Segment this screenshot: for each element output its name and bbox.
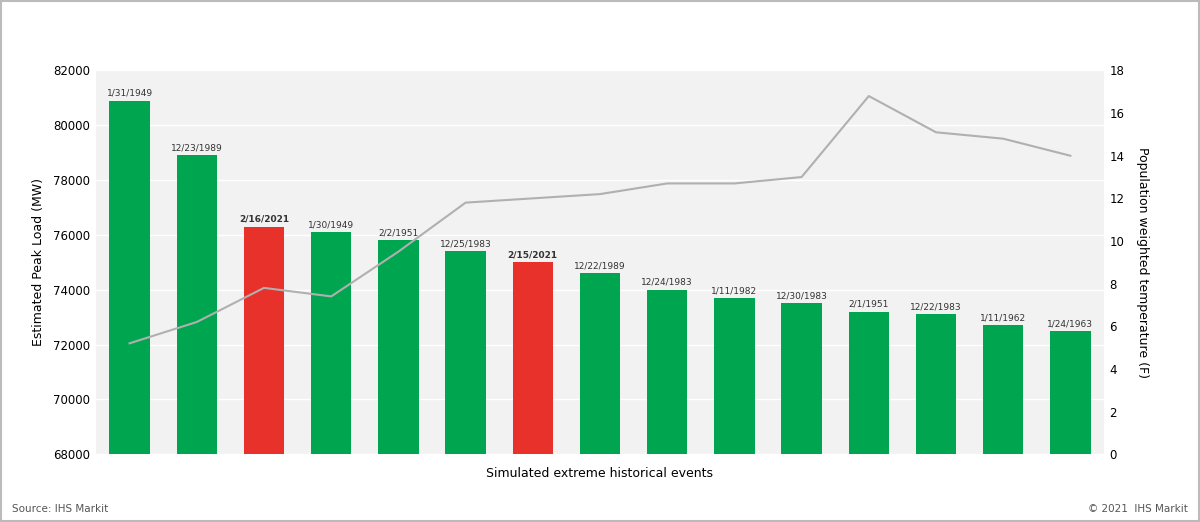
Text: 1/11/1982: 1/11/1982 [712,286,757,295]
Text: 1/30/1949: 1/30/1949 [308,220,354,230]
Bar [983,325,1024,522]
Text: © 2021  IHS Markit: © 2021 IHS Markit [1088,504,1188,514]
Text: 12/22/1983: 12/22/1983 [910,303,962,312]
Bar [378,241,419,522]
Y-axis label: Population weighted temperature (F): Population weighted temperature (F) [1135,147,1148,378]
Text: 2/16/2021: 2/16/2021 [239,215,289,224]
Text: 2/15/2021: 2/15/2021 [508,251,558,259]
Text: Top 15 highest peak demand in winter using historical  temperature: Top 15 highest peak demand in winter usi… [14,31,632,46]
Bar [580,274,620,522]
Bar [311,232,352,522]
Bar [109,101,150,522]
Bar [848,312,889,522]
Bar [714,298,755,522]
X-axis label: Simulated extreme historical events: Simulated extreme historical events [486,467,714,480]
Bar [512,263,553,522]
Bar [176,156,217,522]
Text: 1/31/1949: 1/31/1949 [107,89,152,98]
Bar [244,227,284,522]
Text: 12/24/1983: 12/24/1983 [641,278,694,287]
Bar [916,314,956,522]
Text: 2/2/1951: 2/2/1951 [378,229,419,238]
Text: 12/22/1989: 12/22/1989 [574,262,626,270]
Bar [1050,331,1091,522]
Text: 1/24/1963: 1/24/1963 [1048,319,1093,328]
Text: 12/25/1983: 12/25/1983 [439,240,492,248]
Bar [647,290,688,522]
Bar [445,252,486,522]
Text: Source: IHS Markit: Source: IHS Markit [12,504,108,514]
Y-axis label: Estimated Peak Load (MW): Estimated Peak Load (MW) [32,179,44,346]
Text: 12/30/1983: 12/30/1983 [775,292,828,301]
Bar [781,303,822,522]
Text: 2/1/1951: 2/1/1951 [848,300,889,309]
Text: 12/23/1989: 12/23/1989 [170,144,223,153]
Text: 1/11/1962: 1/11/1962 [980,314,1026,323]
